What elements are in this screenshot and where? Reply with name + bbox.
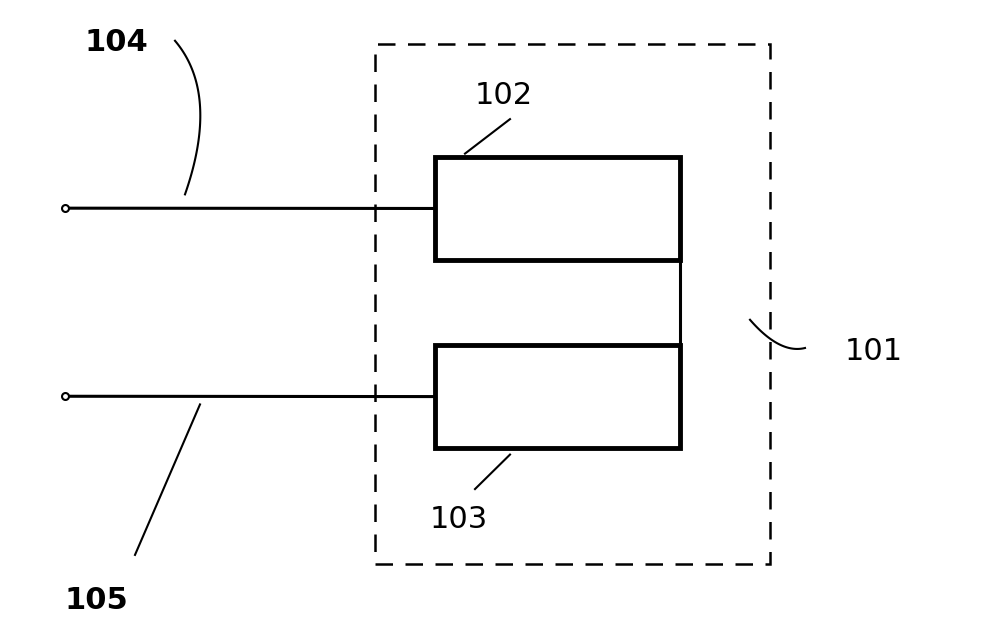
Text: 101: 101 bbox=[845, 337, 903, 366]
Text: 103: 103 bbox=[430, 505, 488, 534]
Bar bbox=[435, 157, 680, 260]
Text: 104: 104 bbox=[85, 28, 149, 57]
Bar bbox=[375, 44, 770, 564]
Text: 105: 105 bbox=[65, 586, 129, 615]
Text: 102: 102 bbox=[475, 81, 533, 110]
Bar bbox=[435, 345, 680, 448]
